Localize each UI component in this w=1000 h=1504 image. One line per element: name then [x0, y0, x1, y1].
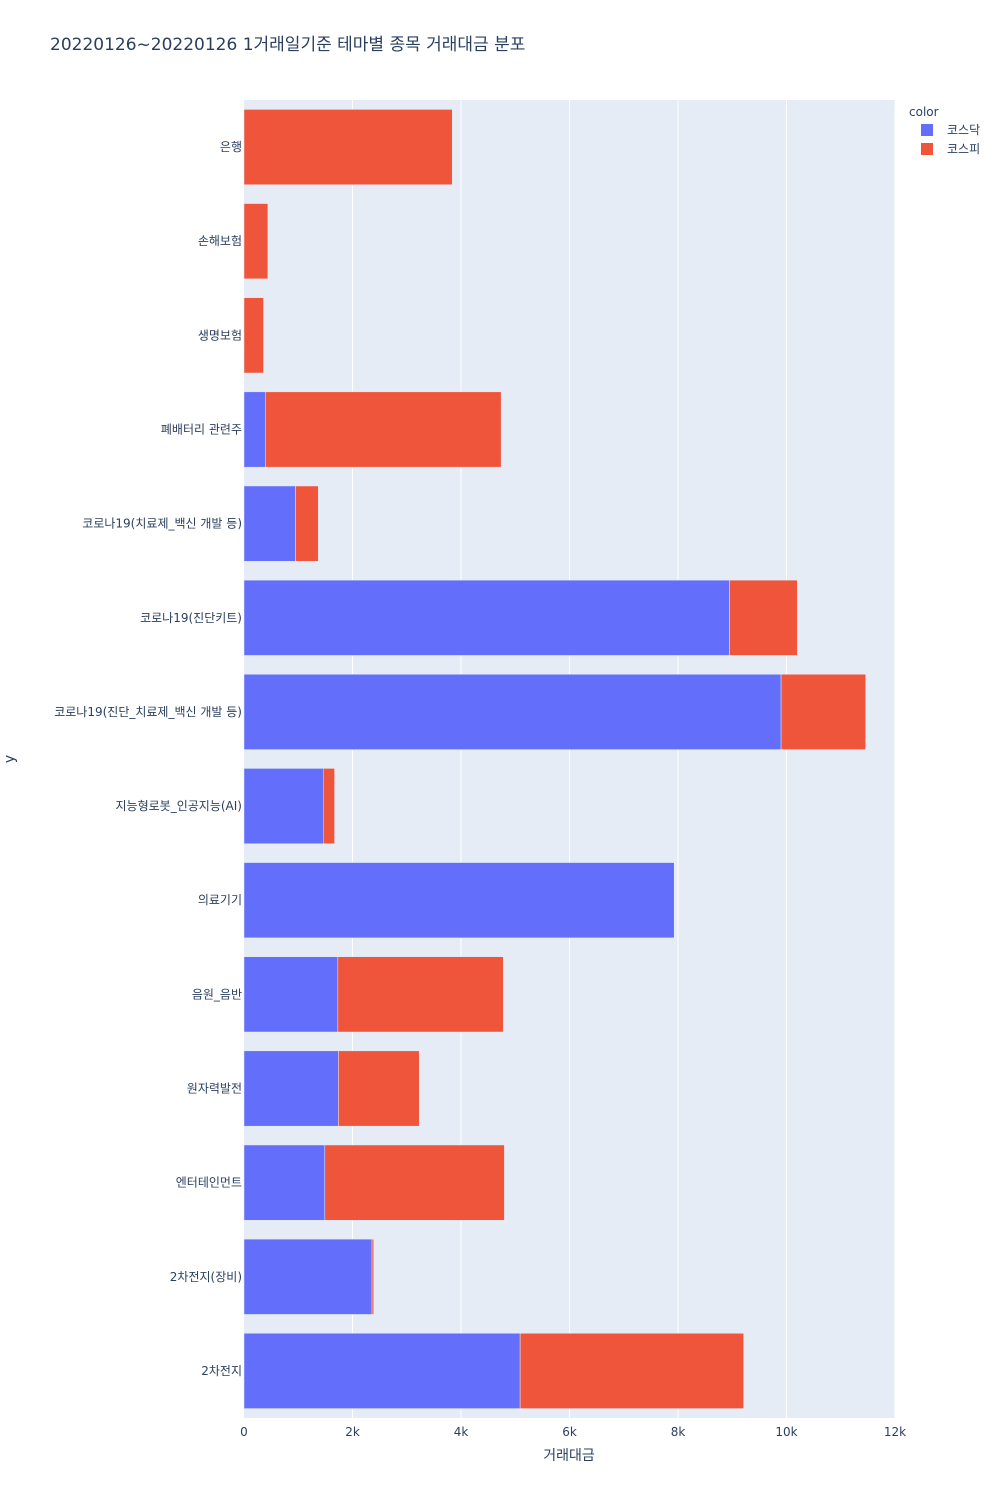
x-tick-label: 8k	[671, 1425, 686, 1439]
y-tick-label: 코로나19(진단키트)	[140, 611, 242, 625]
y-tick-label: 의료기기	[198, 893, 242, 907]
bar-코스닥-10	[243, 1050, 339, 1127]
bar-코스닥-12	[243, 1238, 373, 1315]
bar-코스피-11	[324, 1144, 505, 1221]
bar-코스피-9	[337, 956, 504, 1033]
x-axis-title: 거래대금	[543, 1448, 595, 1464]
bar-코스닥-8	[243, 862, 675, 939]
bar-코스피-2	[243, 297, 264, 374]
y-tick-label: 코로나19(진단_치료제_백신 개발 등)	[54, 705, 242, 719]
bars	[243, 109, 866, 1409]
y-tick-label: 은행	[220, 139, 242, 154]
bar-코스피-13	[519, 1333, 744, 1409]
bar-코스닥-13	[243, 1333, 521, 1409]
legend-swatch-코스닥[interactable]	[921, 124, 933, 136]
x-tick-labels: 0 2k 4k 6k 8k 10k 12k	[240, 1425, 906, 1439]
bar-코스피-12	[371, 1238, 374, 1315]
bar-코스피-7	[323, 768, 335, 844]
legend-label-코스닥[interactable]: 코스닥	[947, 123, 980, 137]
bar-코스닥-6	[243, 674, 782, 750]
y-tick-label: 2차전지	[201, 1364, 242, 1378]
y-tick-label: 원자력발전	[187, 1082, 242, 1096]
bar-코스닥-4	[243, 485, 296, 562]
y-tick-label: 엔터테인먼트	[176, 1176, 242, 1190]
x-tick-label: 0	[240, 1425, 248, 1439]
bar-코스닥-7	[243, 768, 324, 844]
bar-코스피-6	[780, 674, 866, 750]
y-tick-label: 생명보험	[198, 328, 242, 342]
grid-lines	[352, 100, 896, 1418]
bar-코스피-3	[265, 391, 502, 468]
x-tick-label: 12k	[884, 1425, 906, 1439]
x-tick-label: 4k	[454, 1425, 469, 1439]
y-axis-title: y	[2, 755, 18, 763]
bar-코스닥-11	[243, 1144, 326, 1221]
bar-코스닥-9	[243, 956, 339, 1033]
y-tick-label: 지능형로봇_인공지능(AI)	[116, 799, 242, 813]
chart-title: 20220126~20220126 1거래일기준 테마별 종목 거래대금 분포	[50, 35, 525, 55]
y-tick-label: 2차전지(장비)	[170, 1270, 242, 1284]
legend-swatch-코스피[interactable]	[921, 143, 933, 155]
bar-코스피-1	[243, 203, 269, 280]
bar-코스피-4	[295, 485, 319, 562]
x-tick-label: 10k	[775, 1425, 797, 1439]
bar-코스닥-5	[243, 579, 730, 656]
bar-코스피-0	[243, 109, 453, 185]
bar-코스피-5	[729, 579, 798, 656]
y-tick-label: 손해보험	[198, 234, 242, 248]
y-tick-label: 음원_음반	[192, 987, 242, 1001]
y-tick-label: 폐배터리 관련주	[161, 423, 242, 437]
bar-코스닥-3	[243, 391, 266, 468]
bar-코스피-10	[338, 1050, 420, 1127]
y-tick-label: 코로나19(치료제_백신 개발 등)	[82, 517, 242, 531]
x-tick-label: 6k	[562, 1425, 577, 1439]
legend-title: color	[909, 105, 939, 119]
x-tick-label: 2k	[345, 1425, 360, 1439]
legend-label-코스피[interactable]: 코스피	[947, 142, 980, 156]
